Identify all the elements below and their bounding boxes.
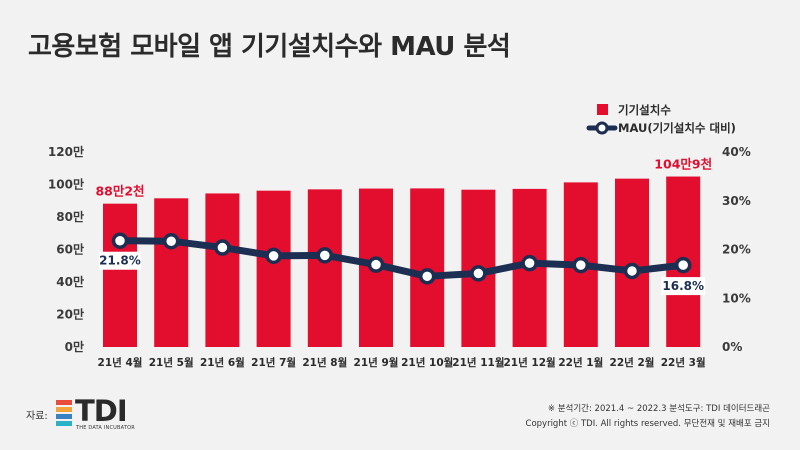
- x-tick-label: 22년 1월: [558, 356, 603, 369]
- first-point-value-label: 21.8%: [99, 254, 141, 268]
- x-tick-label: 21년 9월: [354, 356, 399, 369]
- logo-bar-orange: [56, 407, 72, 412]
- chart-title: 고용보험 모바일 앱 기기설치수와 MAU 분석: [28, 32, 511, 62]
- x-tick-label: 21년 5월: [149, 356, 194, 369]
- bar-installs: [307, 189, 342, 347]
- mau-point: [623, 262, 641, 280]
- y-left-tick-label: 20만: [56, 307, 84, 322]
- x-tick-label: 22년 2월: [610, 356, 655, 369]
- y-right-tick-label: 40%: [722, 145, 751, 159]
- logo-bar-cyan: [56, 421, 72, 426]
- mau-point: [521, 254, 538, 272]
- mau-point: [316, 247, 334, 264]
- mau-line: [116, 237, 687, 280]
- bar-installs: [410, 188, 445, 347]
- bar-installs: [103, 203, 137, 347]
- mau-point: [162, 232, 180, 250]
- mau-point: [265, 247, 282, 265]
- x-tick-label: 21년 12월: [503, 356, 555, 369]
- bar-installs: [205, 193, 240, 347]
- x-tick-label: 22년 3월: [661, 356, 706, 369]
- legend-swatch-mau-point: [595, 121, 609, 135]
- last-point-label-bg: [661, 277, 706, 296]
- analysis-note: ※ 분석기간: 2021.4 ~ 2022.3 분석도구: TDI 데이터드래곤: [547, 404, 770, 414]
- x-tick-label: 21년 4월: [98, 356, 143, 369]
- tdi-logo: TDI THE DATA INCUBATOR: [56, 394, 140, 434]
- logo-bar-blue: [56, 414, 72, 419]
- logo-bar-red: [56, 400, 72, 405]
- y-right-tick-label: 20%: [722, 243, 751, 257]
- logo-subtitle: THE DATA INCUBATOR: [76, 425, 135, 431]
- y-right-tick-label: 30%: [722, 194, 751, 208]
- y-right-tick-label: 0%: [722, 340, 742, 354]
- mau-point: [214, 239, 231, 256]
- x-tick-label: 21년 8월: [302, 356, 347, 369]
- y-left-tick-label: 0만: [65, 339, 84, 354]
- copyright-note: Copyright ⓒ TDI. All rights reserved. 무단…: [525, 419, 770, 429]
- bar-installs: [256, 190, 291, 347]
- first-bar-value-label: 88만2천: [95, 184, 144, 199]
- last-point-value-label: 16.8%: [662, 279, 704, 293]
- y-left-tick-label: 60만: [56, 242, 84, 257]
- x-tick-label: 21년 6월: [200, 356, 245, 369]
- y-right-tick-label: 10%: [722, 291, 751, 305]
- y-left-tick-label: 40만: [56, 274, 84, 289]
- mau-point: [367, 256, 385, 273]
- source-label: 자료:: [26, 411, 48, 422]
- last-bar-value-label: 104만9천: [654, 157, 712, 172]
- legend-swatch-installs: [597, 104, 608, 115]
- mau-point: [111, 232, 129, 249]
- first-point-label-bg: [99, 251, 141, 270]
- legend-label-installs: 기기설치수: [618, 103, 671, 117]
- y-left-tick-label: 100만: [48, 177, 84, 192]
- x-tick-label: 21년 10월: [401, 356, 453, 369]
- legend-label-mau: MAU(기기설치수 대비): [618, 121, 736, 135]
- y-left-tick-label: 120만: [48, 144, 84, 159]
- bar-installs: [154, 198, 189, 347]
- y-left-tick-label: 80만: [56, 209, 84, 224]
- mau-point: [572, 256, 590, 274]
- mau-point: [418, 268, 436, 285]
- mau-point: [470, 265, 487, 282]
- logo-text: TDI: [75, 394, 128, 428]
- mau-point: [674, 256, 692, 274]
- x-tick-label: 21년 7월: [251, 356, 296, 369]
- x-tick-label: 21년 11월: [452, 356, 504, 369]
